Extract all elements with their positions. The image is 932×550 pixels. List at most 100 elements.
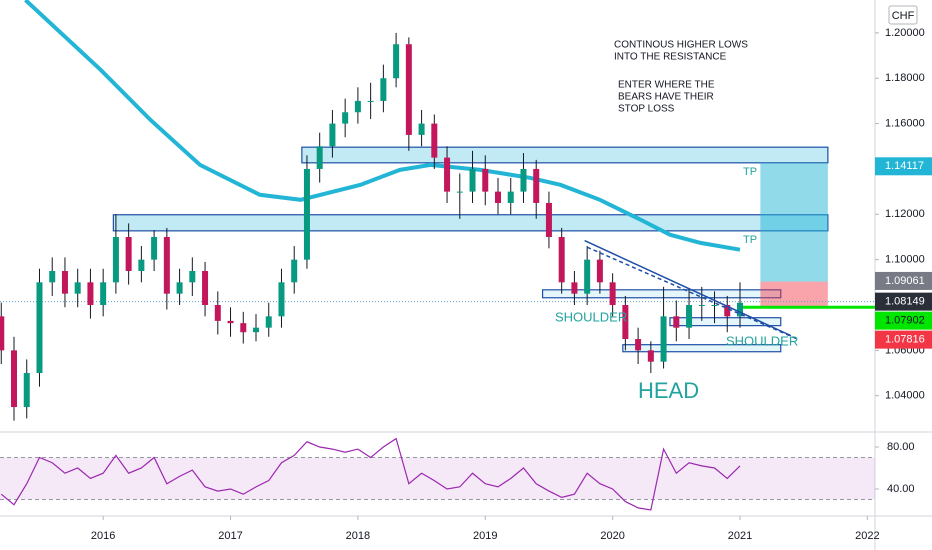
candle-body (507, 191, 514, 203)
candle-body (291, 259, 298, 283)
candle-body (558, 236, 565, 283)
price-label-box (875, 311, 932, 330)
candle-body (405, 44, 412, 135)
candle-body (673, 316, 680, 328)
candle-body (74, 282, 81, 294)
candle-body (36, 282, 43, 374)
candle-body (469, 168, 476, 192)
candle-body (87, 282, 94, 306)
candle-body (202, 270, 209, 306)
rsi-band (0, 457, 875, 500)
note: STOP LOSS (618, 104, 675, 115)
annotation: SHOULDER (726, 333, 798, 348)
annotation: TP (743, 234, 757, 246)
candle-body (176, 282, 183, 294)
x-tick-label: 2017 (218, 530, 242, 542)
price-label-box (875, 292, 932, 311)
candle-body (125, 236, 132, 271)
candle-body (49, 270, 56, 283)
candle-body (711, 305, 718, 307)
candle-body (342, 112, 349, 124)
y-tick-label: 1.16000 (885, 117, 925, 129)
candle-body (151, 236, 158, 260)
candle-body (138, 259, 145, 271)
candle-body (482, 168, 489, 192)
trend-line (586, 246, 798, 340)
price-label: 1.09061 (885, 275, 925, 287)
candle-body (494, 191, 501, 203)
currency: CHF (892, 10, 915, 22)
candle-body (240, 323, 247, 333)
candle-body (520, 168, 527, 192)
rsi-tick-label: 40.00 (887, 483, 915, 495)
price-label: 1.07902 (885, 315, 925, 327)
candle-body (724, 305, 731, 317)
candle-body (189, 270, 196, 283)
note: INTO THE RESISTANCE (614, 52, 727, 63)
stop-box (760, 281, 828, 308)
candle-body (635, 339, 642, 351)
candle-body (23, 373, 30, 408)
y-tick-label: 1.04000 (885, 390, 925, 402)
zone (669, 317, 782, 327)
note: BEARS HAVE THEIR (618, 92, 714, 103)
candle-body (316, 146, 323, 169)
candle-body (214, 305, 221, 321)
candle-body (686, 305, 693, 328)
x-tick-label: 2021 (728, 530, 752, 542)
candle-body (456, 191, 463, 193)
moving-average (24, 0, 741, 252)
candle-body (303, 168, 310, 260)
x-tick-label: 2022 (855, 530, 879, 542)
candle-body (533, 168, 540, 203)
candle-body (380, 78, 387, 101)
candle-body (253, 327, 260, 333)
y-tick-label: 1.12000 (885, 208, 925, 220)
candle-body (736, 302, 743, 317)
trend-line (584, 239, 792, 337)
candle-body (227, 320, 234, 324)
zone (301, 146, 829, 164)
candle-body (100, 282, 107, 306)
candle-body (609, 282, 616, 306)
candle-body (660, 316, 667, 362)
candle-body (354, 100, 361, 113)
candle-body (418, 123, 425, 135)
target-box (760, 162, 828, 282)
candle-body (622, 305, 629, 340)
price-label: 1.14117 (885, 160, 924, 172)
y-tick-label: 1.18000 (885, 72, 925, 84)
candle-body (647, 350, 654, 362)
candle-body (0, 316, 5, 351)
zone (112, 214, 829, 232)
annotation: SHOULDER (555, 309, 627, 324)
y-tick-label: 1.20000 (885, 27, 925, 39)
annotation: HEAD (638, 378, 699, 403)
price-label-box (875, 330, 932, 349)
candle-body (393, 44, 400, 79)
price-label-box (875, 271, 932, 290)
candle-body (584, 259, 591, 294)
note: CONTINOUS HIGHER LOWS (614, 40, 748, 51)
x-tick-label: 2016 (91, 530, 115, 542)
annotation: TP (743, 166, 757, 178)
rsi-tick-label: 80.00 (887, 441, 915, 453)
candle-body (329, 123, 336, 147)
candle-body (545, 202, 552, 237)
currency-box (888, 5, 918, 25)
rsi-line (0, 437, 741, 511)
candle-body (61, 270, 68, 294)
price-label: 1.07816 (885, 334, 925, 346)
x-tick-label: 2019 (473, 530, 497, 542)
candle-body (431, 123, 438, 158)
candle-body (112, 236, 119, 283)
price-label: 1.08149 (885, 296, 925, 308)
zone (541, 289, 782, 299)
y-tick-label: 1.10000 (885, 254, 925, 266)
candle-body (163, 236, 170, 294)
candle-body (278, 282, 285, 317)
candle-body (367, 100, 374, 102)
candle-body (11, 350, 18, 408)
zone (622, 344, 782, 353)
candle-body (444, 157, 451, 192)
